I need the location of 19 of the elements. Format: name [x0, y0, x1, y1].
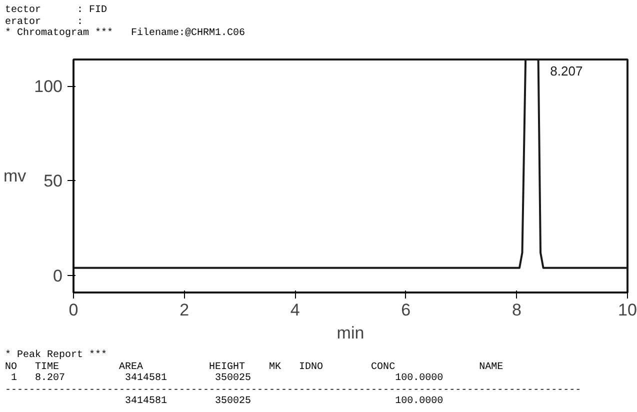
text: 3414581 350025 100.0000: [125, 396, 444, 408]
chart-title: * Chromatogram *** Filename:@CHRM1.C06: [5, 28, 246, 39]
x-tick-label: 6: [401, 300, 411, 320]
text: 1 8.207 3414581 350025 100.0000: [11, 373, 444, 384]
y-tick-label: 100: [34, 77, 63, 96]
x-axis-title: min: [336, 324, 364, 343]
y-tick-label: 0: [53, 266, 63, 286]
x-tick-label: 4: [290, 300, 300, 320]
annotation: 8.207: [550, 64, 583, 79]
x-tick-label: 0: [68, 300, 78, 320]
text: NO TIME AREA HEIGHT MK IDNO CONC NAME: [5, 362, 504, 373]
chart-subtitle: tector : FID erator :: [5, 5, 108, 28]
y-tick-label: 50: [44, 172, 63, 191]
x-tick-label: 2: [180, 300, 190, 320]
x-tick-label: 8: [512, 300, 522, 320]
x-tick-label: 10: [618, 300, 637, 320]
y-axis-title: mv: [3, 166, 27, 186]
text: ------------------------------------------------------------------------------------------------: [5, 384, 582, 396]
text: * Peak Report ***: [5, 350, 108, 362]
